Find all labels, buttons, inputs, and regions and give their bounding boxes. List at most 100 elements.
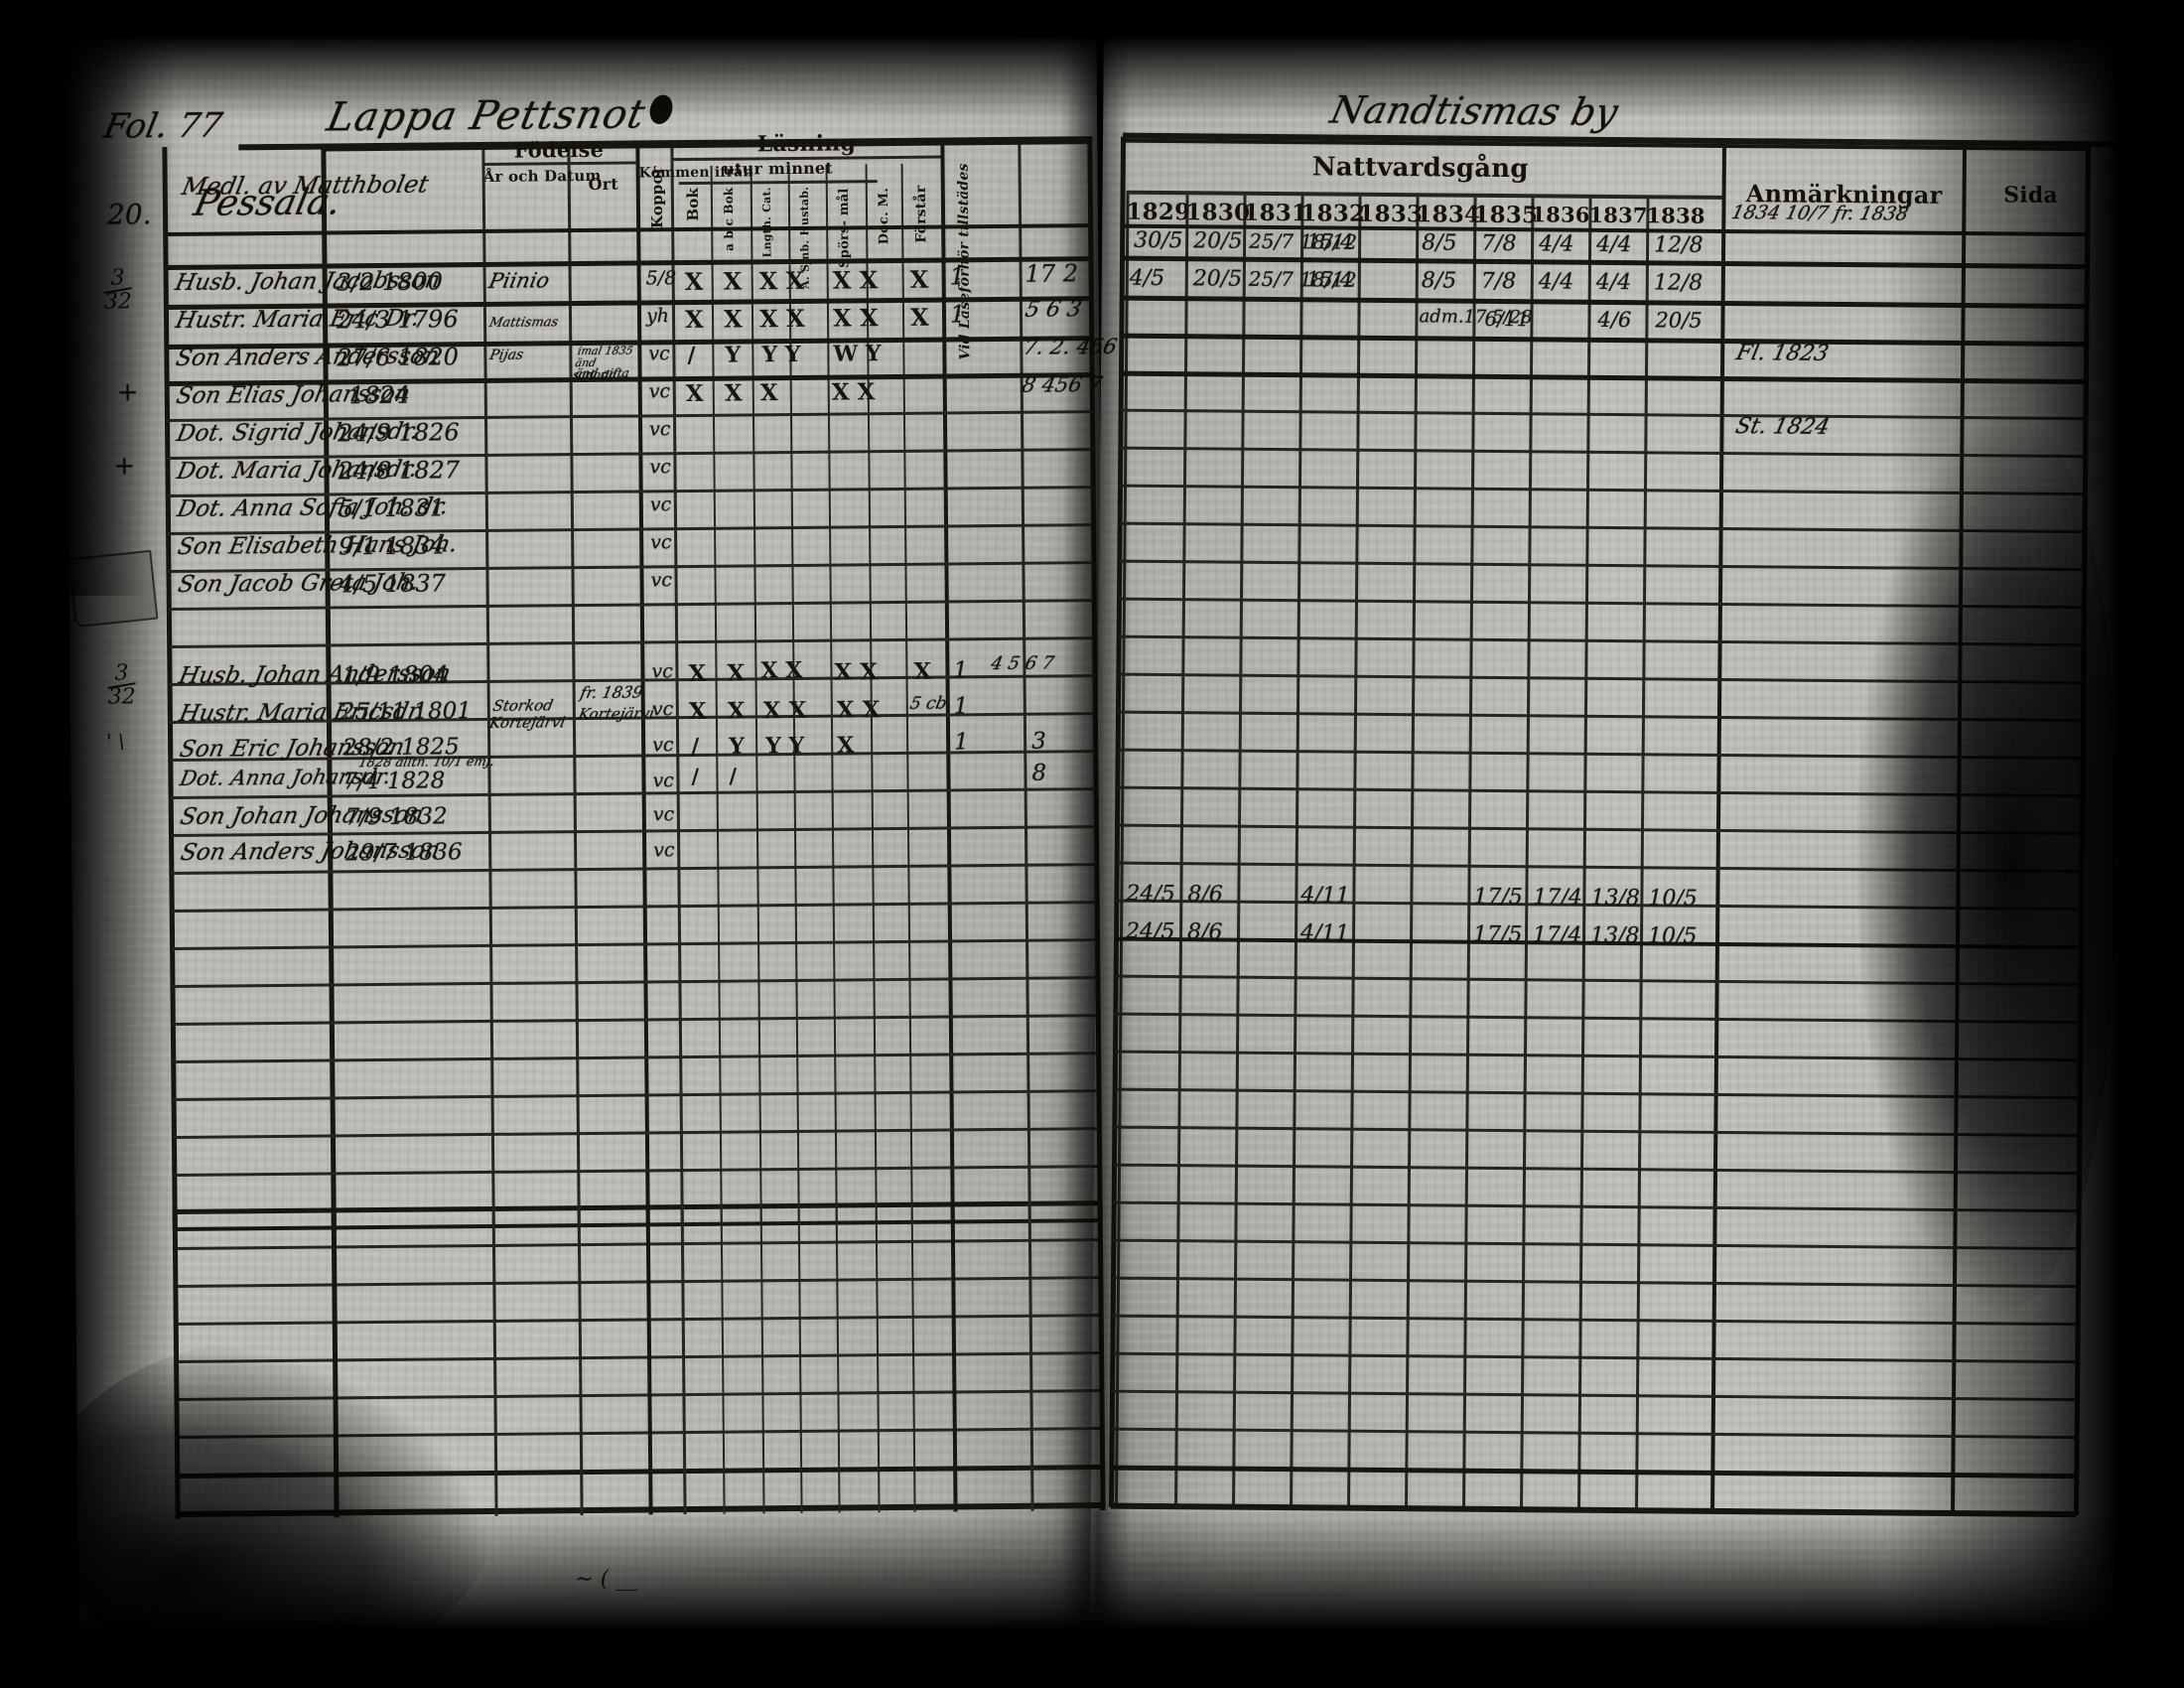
lasebord-mark: 5 6 3: [1023, 297, 1084, 323]
reading-mark: X: [759, 379, 778, 407]
reading-mark: X: [727, 697, 746, 725]
moved-from: fr. 1839: [578, 682, 645, 703]
reading-mark: X: [688, 697, 707, 726]
fodelse-header: Födelse: [513, 136, 605, 163]
communion-date: 4/11: [1299, 920, 1350, 946]
forstar-mark: 1: [953, 693, 969, 720]
section-number: 20.: [106, 198, 152, 231]
sida-header: Sida: [2003, 182, 2059, 209]
moved-from: Kortejärvi: [577, 704, 656, 724]
birth-date: 9/1 1834: [339, 531, 446, 561]
birth-date: 29/7 1836: [345, 839, 463, 867]
doc-m-mark: 5 cb.: [907, 693, 954, 714]
communion-date: 7/8: [1480, 268, 1517, 295]
lasning-col-doc-m: Doc. M.: [876, 188, 892, 245]
annotation: St. 1824: [1732, 414, 1833, 440]
communion-date: 4/4: [1538, 269, 1574, 295]
reading-mark: X: [909, 302, 929, 332]
communion-date: 12/8: [1653, 270, 1704, 296]
communion-date: 24/5: [1126, 881, 1175, 908]
birth-date: 24/8 1827: [338, 456, 461, 486]
communion-date: 12/8: [1654, 232, 1704, 258]
reading-mark: W Y: [833, 341, 882, 367]
forstar-mark: 1: [949, 262, 966, 291]
year-header: 1835: [1473, 201, 1539, 229]
annotation: Fl. 1823: [1733, 341, 1832, 366]
lasning-col-sporsmal: Spörs- mål: [836, 188, 853, 268]
koppor-mark: yh: [645, 305, 670, 328]
reading-mark: /: [729, 763, 738, 788]
birth-date: 27/6 1820: [337, 343, 460, 372]
koppor-mark: vc: [653, 839, 675, 862]
communion-date: 15/4: [1306, 229, 1354, 254]
margin-fraction-household-2: 3 32: [107, 660, 136, 710]
forstar-mark: 1: [953, 657, 969, 684]
cross-mark-1: +: [116, 377, 139, 408]
koppor-mark: 5/8: [645, 267, 677, 290]
reading-mark: Y: [729, 733, 746, 760]
communion-date: 4/4: [1596, 231, 1632, 258]
margin-frac-num-2: 3: [114, 660, 129, 686]
fodelse-ort-header: Ort: [588, 174, 618, 194]
reading-mark: X: [684, 266, 704, 297]
margin-fraction-household-1: 3 32: [104, 265, 132, 314]
communion-date: 8/5: [1422, 230, 1457, 256]
communion-date: 10/5: [1648, 886, 1698, 912]
reading-mark: X X: [832, 265, 879, 295]
forstar-mark: 1: [949, 300, 966, 329]
birth-date: 24/3 1796: [336, 305, 459, 335]
reading-mark: X X: [760, 656, 803, 684]
birth-date: 1824: [348, 380, 410, 410]
communion-date: 30/5: [1134, 227, 1183, 254]
reading-mark: X: [727, 659, 746, 687]
year-header: 1838: [1646, 203, 1706, 228]
fodelse-ar-datum-header: År och Datum: [483, 167, 602, 186]
margin-frac-num: 3: [110, 265, 125, 291]
year-header: 1830: [1185, 199, 1251, 226]
birth-place: Storkod Kortejärvi: [487, 696, 568, 733]
reading-mark: X: [688, 659, 707, 688]
lasebord-mark: 8 456 7: [1020, 371, 1105, 397]
birth-date: 25/11 1801: [340, 698, 473, 726]
reading-mark: X: [723, 266, 743, 296]
year-header: 1829: [1126, 198, 1191, 226]
communion-date: 13/8: [1589, 922, 1640, 949]
forstar-mark: 1: [954, 729, 969, 756]
lasebord-mark: 4 5 6 7: [989, 652, 1056, 675]
communion-date: 4/5: [1129, 265, 1165, 292]
communion-date: 7/8: [1481, 230, 1517, 257]
birth-place: Piinio: [486, 268, 552, 293]
village-heading-left: Lappa Pettsnot: [323, 91, 650, 141]
reading-mark: /: [687, 342, 696, 369]
year-header: 1831: [1243, 199, 1308, 227]
koppor-mark: vc: [652, 803, 675, 826]
year-header: 1837: [1588, 202, 1648, 228]
lasning-header: Läsning: [756, 130, 857, 158]
reading-mark: X: [724, 379, 743, 407]
communion-date: 24/5: [1125, 918, 1175, 945]
reading-mark: Y: [725, 342, 742, 368]
communion-date: 4/6: [1597, 307, 1632, 333]
section-name: Pessala.: [190, 182, 344, 224]
communion-date: 17/4: [1533, 885, 1582, 911]
reading-mark: /: [691, 733, 700, 760]
birth-date: 7/4 1828: [342, 768, 446, 795]
reading-mark: X: [685, 379, 704, 408]
communion-date: 15/4: [1305, 267, 1354, 292]
reading-mark: X: [684, 304, 704, 335]
year-header: 1836: [1531, 202, 1590, 227]
koppor-mark: vc: [651, 698, 674, 721]
birth-date: 7/9 1832: [344, 803, 448, 831]
margin-frac-den-2: 32: [107, 684, 136, 710]
stray-mark: ~ ( __: [575, 1566, 638, 1593]
stray-mark: ' \: [105, 729, 125, 754]
nattvardsgang-header: Nattvardsgång: [1311, 152, 1529, 185]
year-header: 1833: [1358, 200, 1424, 228]
reading-mark: X X: [834, 658, 879, 686]
lasning-col-lngth-cat: Lngth. Cat.: [759, 187, 774, 258]
moved-from: änd gifta: [574, 365, 631, 381]
reading-mark: /: [691, 763, 700, 788]
communion-date: 20/5: [1655, 308, 1703, 333]
lasning-col-forstar: Förstår: [912, 185, 930, 243]
